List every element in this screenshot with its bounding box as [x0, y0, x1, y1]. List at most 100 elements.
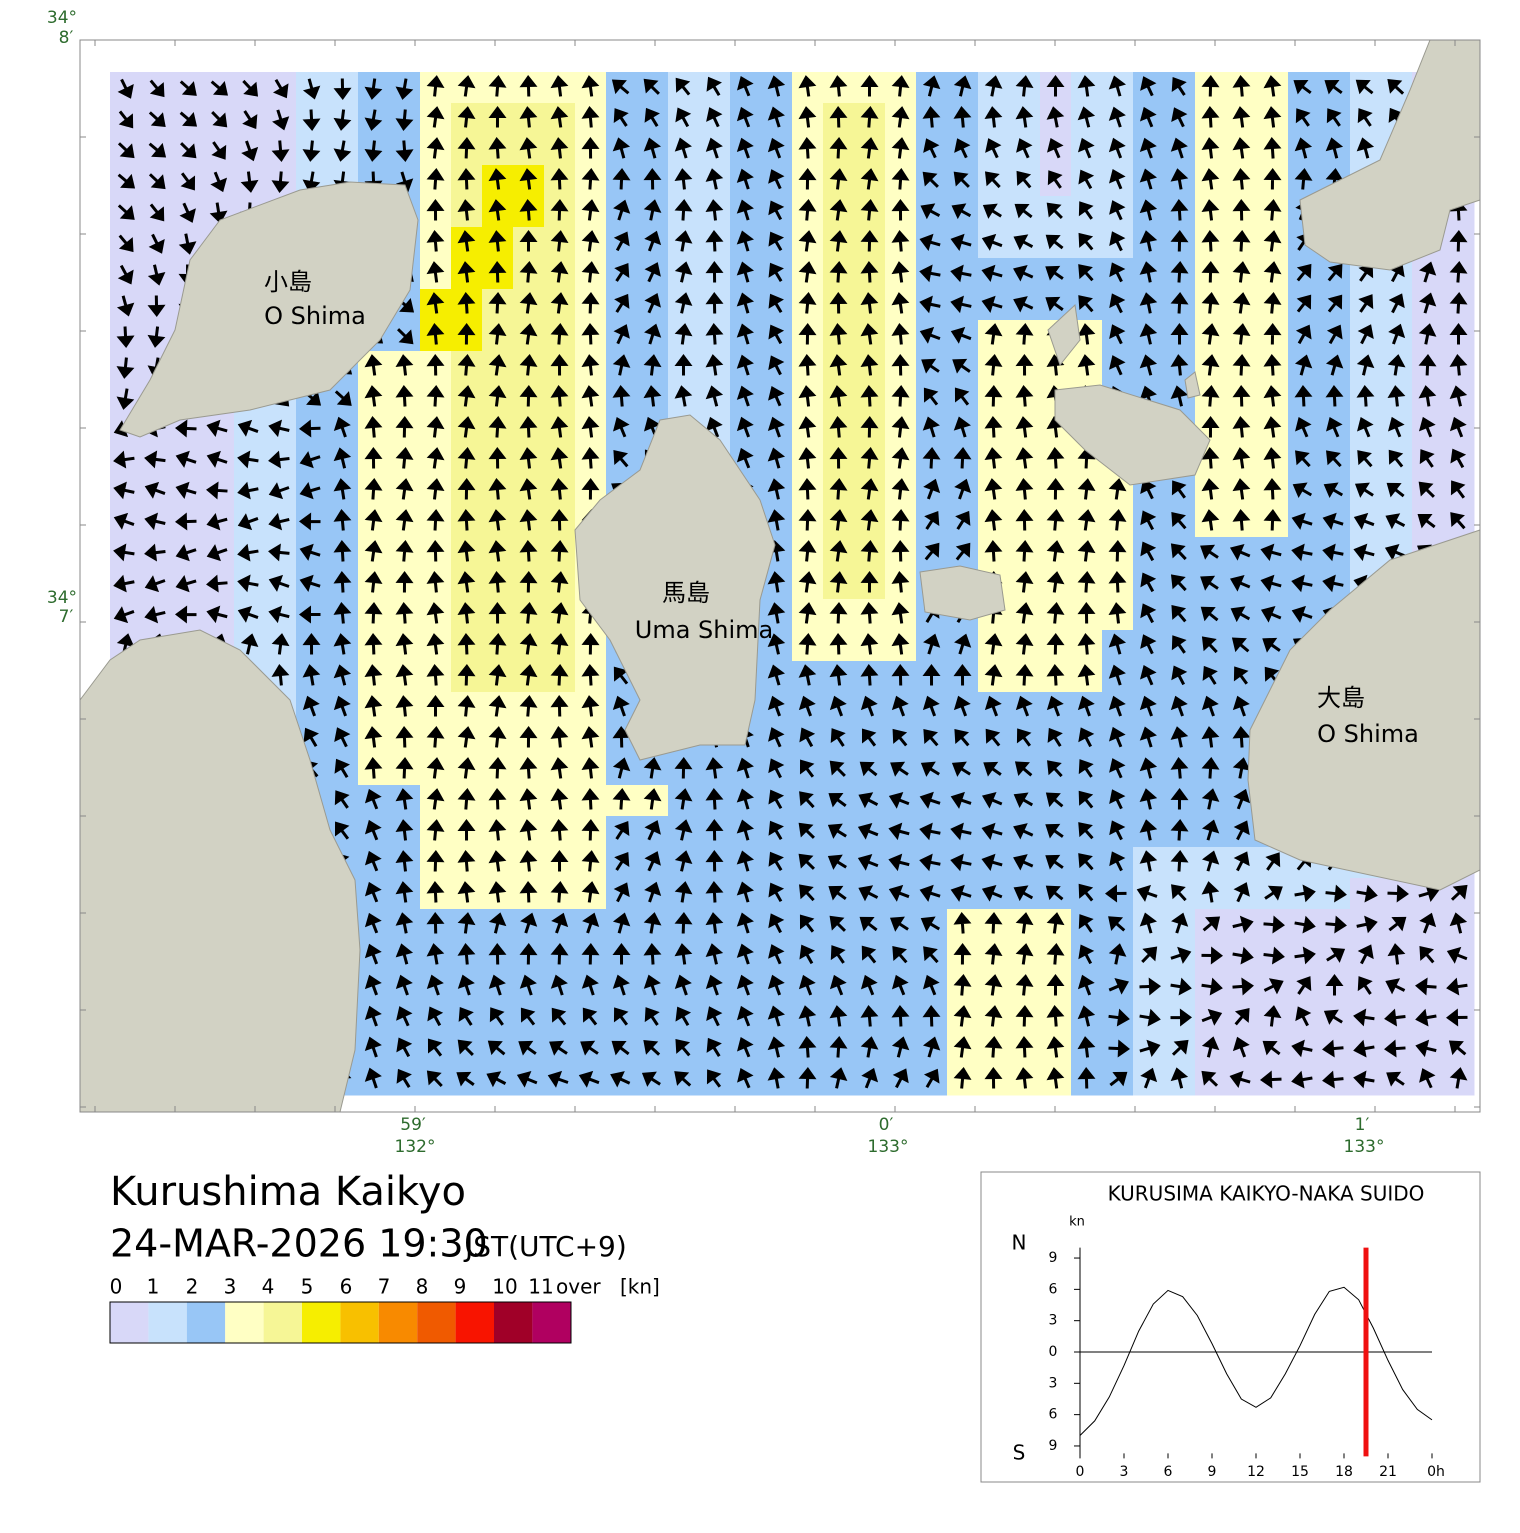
- current-arrow: [1015, 323, 1034, 345]
- current-arrow: [644, 820, 661, 841]
- current-arrow: [1291, 512, 1313, 530]
- current-arrow: [364, 1067, 382, 1089]
- current-arrow: [1419, 912, 1437, 934]
- current-arrow: [1015, 416, 1034, 438]
- current-arrow: [519, 509, 538, 531]
- current-arrow: [611, 1040, 630, 1056]
- current-arrow: [798, 354, 817, 376]
- current-arrow: [488, 478, 507, 500]
- current-arrow: [1387, 884, 1409, 903]
- current-arrow: [551, 1007, 567, 1026]
- current-arrow: [1294, 884, 1316, 903]
- current-arrow: [457, 168, 476, 190]
- current-arrow: [1229, 544, 1251, 561]
- current-arrow: [953, 695, 971, 717]
- current-arrow: [148, 111, 166, 127]
- current-arrow: [1201, 106, 1220, 128]
- current-arrow: [1109, 851, 1126, 872]
- current-arrow: [395, 509, 414, 531]
- current-arrow: [1449, 416, 1467, 438]
- current-arrow: [674, 199, 693, 221]
- current-arrow: [550, 850, 569, 872]
- current-arrow: [981, 853, 1003, 872]
- current-arrow: [1171, 107, 1188, 128]
- current-arrow: [643, 943, 662, 965]
- current-arrow: [924, 542, 940, 561]
- current-arrow: [550, 106, 569, 128]
- current-arrow: [457, 571, 476, 593]
- current-arrow: [1264, 885, 1283, 901]
- current-arrow: [206, 481, 228, 500]
- current-arrow: [922, 664, 941, 686]
- current-arrow: [1013, 823, 1034, 840]
- current-arrow: [426, 199, 445, 221]
- current-arrow: [736, 354, 754, 376]
- current-arrow: [1357, 324, 1374, 345]
- land: [79, 39, 1481, 1113]
- current-arrow: [1046, 106, 1065, 128]
- current-arrow: [798, 853, 815, 870]
- current-arrow: [550, 75, 569, 97]
- current-arrow: [581, 633, 600, 655]
- current-arrow: [1263, 1005, 1282, 1027]
- current-arrow: [736, 1036, 754, 1058]
- current-arrow: [674, 137, 692, 159]
- current-arrow: [1109, 324, 1126, 345]
- current-arrow: [675, 107, 692, 128]
- current-arrow: [953, 171, 970, 188]
- current-arrow: [1263, 915, 1285, 934]
- current-arrow: [426, 943, 445, 965]
- current-arrow: [1046, 1036, 1065, 1058]
- current-arrow: [1171, 1039, 1189, 1056]
- current-arrow: [1388, 916, 1407, 932]
- lat-label: 7′: [59, 607, 74, 627]
- current-arrow: [1141, 946, 1158, 964]
- current-arrow: [798, 540, 817, 562]
- current-arrow: [919, 884, 941, 902]
- current-arrow: [1202, 665, 1218, 685]
- current-arrow: [1387, 354, 1406, 376]
- current-arrow: [1046, 633, 1065, 655]
- current-arrow: [768, 200, 785, 221]
- current-arrow: [395, 664, 414, 686]
- current-arrow: [798, 168, 817, 190]
- current-arrow: [580, 1040, 599, 1056]
- current-arrow: [488, 540, 507, 562]
- current-arrow: [519, 354, 538, 376]
- current-arrow: [299, 512, 321, 531]
- current-arrow: [643, 385, 662, 407]
- current-arrow: [736, 757, 754, 779]
- current-arrow: [147, 295, 166, 317]
- current-arrow: [953, 974, 972, 996]
- current-arrow: [519, 943, 538, 965]
- current-arrow: [920, 203, 941, 220]
- current-arrow: [1015, 540, 1034, 562]
- current-arrow: [860, 75, 879, 97]
- current-arrow: [768, 820, 784, 840]
- current-arrow: [1045, 296, 1064, 312]
- current-arrow: [984, 1005, 1003, 1027]
- island: [574, 414, 776, 761]
- current-arrow: [829, 974, 847, 996]
- current-arrow: [581, 788, 600, 810]
- current-arrow: [1078, 264, 1094, 282]
- current-arrow: [299, 543, 321, 561]
- current-arrow: [1418, 292, 1437, 314]
- current-arrow: [1170, 261, 1189, 283]
- x-tick-label: 15: [1291, 1464, 1309, 1480]
- current-arrow: [923, 946, 939, 964]
- current-arrow: [272, 109, 290, 131]
- current-arrow: [705, 788, 724, 810]
- current-arrow: [113, 512, 135, 530]
- current-arrow: [736, 261, 755, 283]
- current-arrow: [888, 853, 910, 872]
- current-arrow: [1108, 602, 1127, 624]
- current-arrow: [891, 633, 910, 655]
- current-arrow: [364, 478, 383, 500]
- current-arrow: [767, 664, 785, 686]
- current-arrow: [923, 138, 940, 159]
- current-arrow: [736, 974, 754, 996]
- current-arrow: [1140, 479, 1157, 500]
- legend-swatch: [340, 1302, 379, 1343]
- current-arrow: [674, 1071, 692, 1087]
